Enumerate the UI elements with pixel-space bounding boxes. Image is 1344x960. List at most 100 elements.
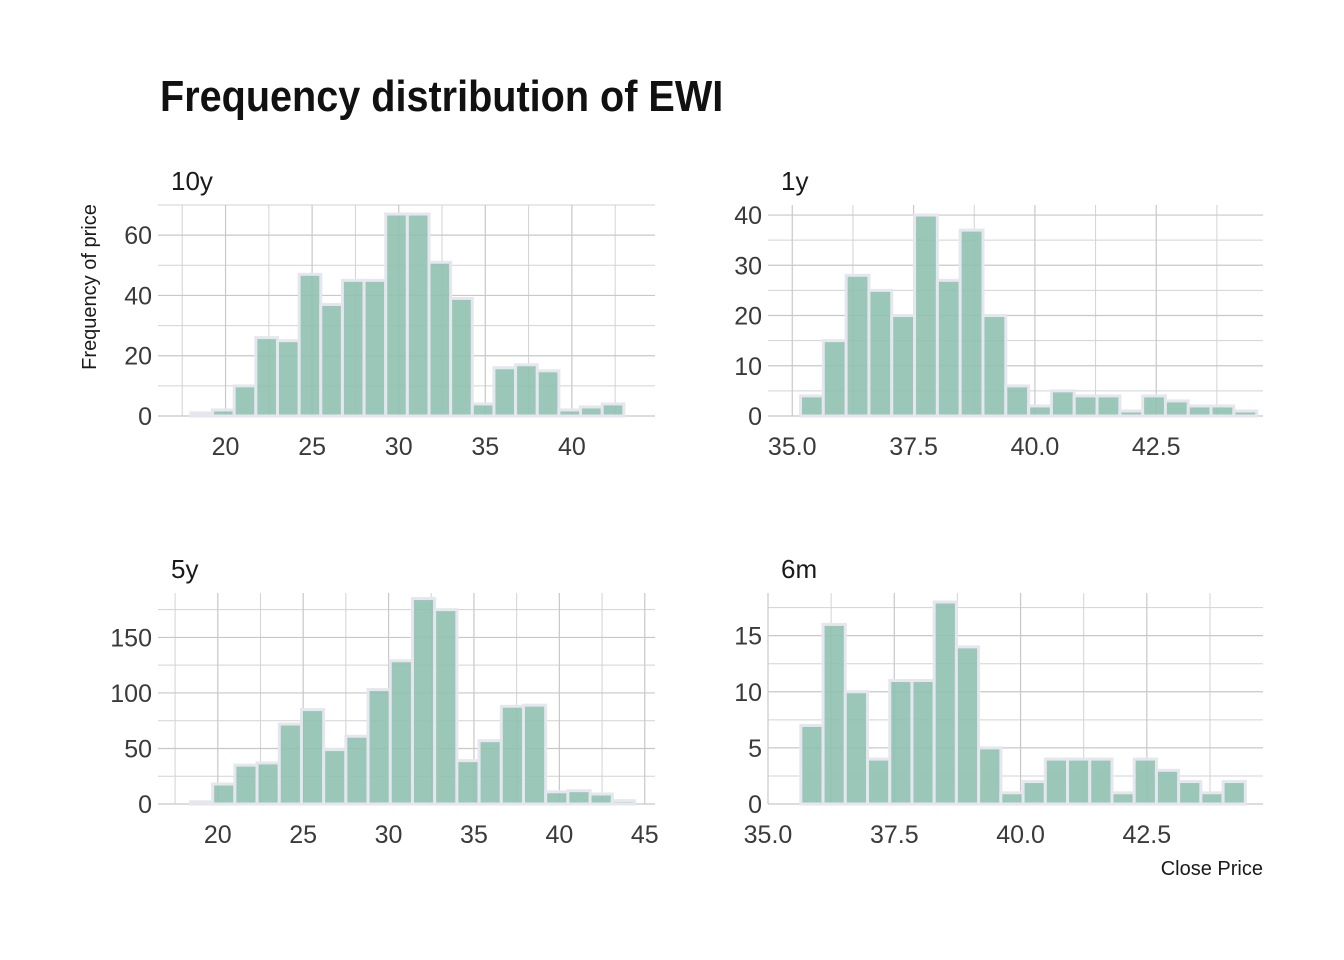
y-tick-label: 40 [124,282,152,310]
histogram-bar [566,789,592,806]
histogram-bar [935,278,962,418]
histogram-bar [866,757,892,806]
y-tick-label: 50 [124,735,152,763]
histogram-bar [455,759,481,806]
histogram-bar [1132,757,1158,806]
x-tick-label: 30 [385,433,413,461]
histogram-bar [1186,404,1213,418]
panel-title: 5y [171,554,198,584]
x-tick-label: 20 [204,821,232,849]
panel-title: 6m [781,554,817,584]
x-tick-label: 35.0 [744,821,793,849]
y-tick-label: 20 [734,303,762,331]
histogram-bar [867,288,894,418]
histogram-bar [821,622,847,806]
histogram-bar [410,597,437,806]
x-tick-label: 40.0 [996,821,1045,849]
histogram-bar [297,272,323,418]
histogram-bar [1066,757,1092,806]
histogram-bar [388,659,414,806]
y-tick-label: 15 [734,623,762,651]
histogram-bar [557,408,583,418]
histogram-bar [319,302,344,418]
histogram-bar [610,799,637,806]
histogram-bar [1232,409,1259,418]
histogram-bar [799,723,825,806]
histogram-bar [932,600,958,806]
histogram-bar [233,763,259,806]
histogram-bar [514,363,539,418]
y-tick-label: 30 [734,252,762,280]
histogram-bar [977,746,1003,806]
histogram-bar [1177,780,1203,806]
x-tick-label: 40 [558,433,586,461]
chart-title: Frequency distribution of EWI [160,72,724,121]
x-tick-label: 45 [631,821,659,849]
histogram-bar [255,761,281,806]
histogram-bar [1021,780,1047,806]
histogram-bar [362,278,388,418]
histogram-bar [211,782,237,806]
histogram-bar [275,339,301,418]
histogram-bar [277,722,303,806]
histogram-bar [1095,394,1122,418]
histogram-bar [544,790,570,806]
x-tick-label: 35 [460,821,488,849]
y-tick-label: 40 [734,202,762,230]
histogram-bar [189,411,215,418]
y-tick-label: 0 [748,791,762,819]
histogram-bar [1118,409,1145,418]
y-tick-label: 0 [138,403,152,431]
y-tick-label: 150 [110,624,152,652]
histogram-bar [1027,404,1053,418]
histogram-bar [470,402,496,418]
panel-title: 1y [781,166,808,196]
histogram-bar [344,734,370,806]
y-axis-title: Frequency of price [79,204,101,370]
histogram-bar [1043,757,1070,806]
x-tick-label: 25 [298,433,326,461]
x-tick-label: 35.0 [768,433,817,461]
histogram-bar [999,791,1025,806]
histogram-bar [405,212,431,418]
histogram-bar [340,278,366,418]
histogram-bar [890,314,917,418]
histogram-bar [535,369,561,418]
x-tick-label: 40.0 [1011,433,1060,461]
histogram-bar [954,645,981,806]
histogram-bar [1141,394,1167,418]
histogram-bar [433,608,459,806]
histogram-bar [427,260,453,418]
histogram-bar [322,748,348,806]
x-tick-label: 30 [375,821,403,849]
y-tick-label: 0 [138,791,152,819]
panel-title: 10y [171,166,213,196]
histogram-bar [1209,404,1236,418]
histogram-bar [499,704,525,806]
x-axis-title: Close Price [1161,858,1263,880]
y-tick-label: 0 [748,403,762,431]
histogram-bar [1110,791,1136,806]
x-tick-label: 20 [212,433,240,461]
histogram-bar [1049,389,1076,418]
histogram-bar [449,296,474,418]
histogram-bar [1004,384,1031,418]
panel-1y: 0 10 20 30 40 35.0 37.5 40.0 42.5 1y [734,166,1263,461]
histogram-bar [1221,780,1247,806]
y-tick-label: 10 [734,679,762,707]
histogram-bar [958,228,985,418]
histogram-bar [843,690,870,806]
histogram-bar [913,213,939,418]
histogram-bar [477,739,503,806]
y-tick-label: 20 [124,343,152,371]
histogram-bar [579,405,604,418]
panel-5y: 0 50 100 150 20 25 30 35 40 45 5y [110,554,658,849]
histogram-bar [1163,399,1190,418]
histogram-bar [188,800,215,806]
x-tick-label: 42.5 [1122,821,1171,849]
histogram-bar [588,792,614,806]
panel-6m: 0 5 10 15 35.0 37.5 40.0 42.5 6m [734,554,1263,849]
panel-10y: 0 20 40 60 20 25 30 35 40 10y [124,166,655,461]
y-tick-label: 10 [734,353,762,381]
